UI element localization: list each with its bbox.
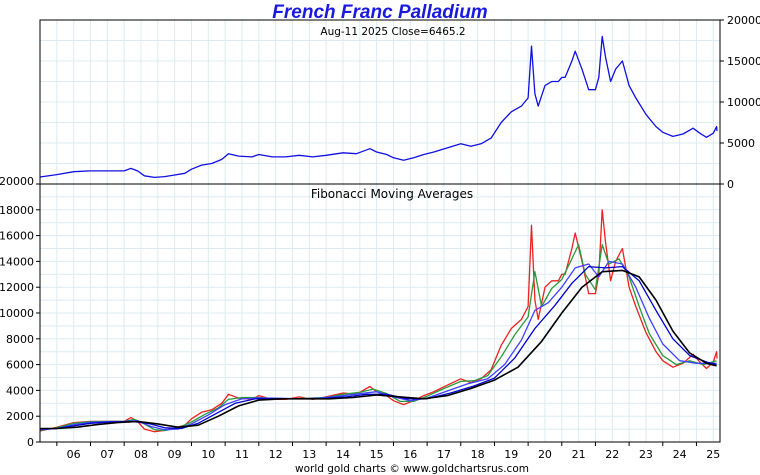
x-tick-label: 18	[471, 448, 485, 461]
x-tick-label: 14	[336, 448, 350, 461]
grid-layer	[39, 19, 720, 443]
y-tick-label: 2000	[6, 410, 34, 423]
ma-series-line-4	[40, 269, 717, 430]
x-tick-label: 17	[437, 448, 451, 461]
y-tick-label: 10000	[727, 96, 760, 109]
y-tick-label: 8000	[6, 333, 34, 346]
y-tick-label: 6000	[6, 359, 34, 372]
y-tick-label: 0	[27, 436, 34, 449]
y-tick-label: 14000	[0, 255, 34, 268]
x-tick-label: 12	[269, 448, 283, 461]
x-tick-label: 25	[706, 448, 720, 461]
y-tick-label: 0	[727, 178, 734, 191]
x-tick-label: 24	[673, 448, 687, 461]
x-tick-label: 06	[67, 448, 81, 461]
y-tick-label: 20000	[0, 175, 34, 188]
chart-subtitle: Aug-11 2025 Close=6465.2	[320, 26, 465, 38]
x-tick-label: 07	[100, 448, 114, 461]
y-tick-label: 4000	[6, 384, 34, 397]
x-tick-label: 16	[403, 448, 417, 461]
chart-title: French Franc Palladium	[272, 2, 488, 23]
series-layer	[39, 35, 718, 433]
y-tick-label: 15000	[727, 55, 760, 68]
tick-layer: 0500010000150002000002000400060008000100…	[0, 14, 760, 461]
x-tick-label: 22	[605, 448, 619, 461]
x-tick-label: 11	[235, 448, 249, 461]
y-tick-label: 10000	[0, 307, 34, 320]
x-tick-label: 21	[572, 448, 586, 461]
x-tick-label: 09	[168, 448, 182, 461]
ma-series-line-0	[39, 209, 718, 433]
y-tick-label: 12000	[0, 281, 34, 294]
y-tick-label: 18000	[0, 204, 34, 217]
x-tick-label: 10	[201, 448, 215, 461]
ma-panel-title: Fibonacci Moving Averages	[311, 187, 473, 201]
x-tick-label: 20	[538, 448, 552, 461]
footer-credit: world gold charts © www.goldchartsrus.co…	[295, 463, 529, 475]
y-tick-label: 5000	[727, 137, 755, 150]
x-tick-label: 23	[639, 448, 653, 461]
x-tick-label: 19	[504, 448, 518, 461]
y-tick-label: 16000	[0, 230, 34, 243]
y-tick-label: 20000	[727, 14, 760, 27]
x-tick-label: 13	[302, 448, 316, 461]
x-tick-label: 15	[370, 448, 384, 461]
x-tick-label: 08	[134, 448, 148, 461]
price-series-line	[39, 35, 718, 179]
